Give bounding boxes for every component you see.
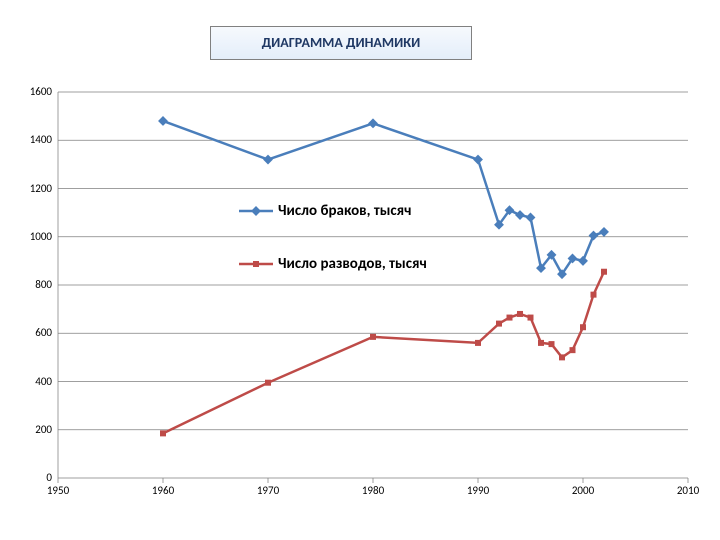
x-tick-label: 1950	[38, 484, 78, 497]
legend-label: Число разводов, тысяч	[278, 255, 427, 273]
x-tick-label: 2010	[668, 484, 708, 497]
y-tick-label: 200	[18, 423, 52, 436]
legend-item: Число браков, тысяч	[238, 202, 411, 220]
y-tick-label: 800	[18, 278, 52, 291]
legend-label: Число браков, тысяч	[278, 202, 411, 220]
x-tick-label: 2000	[563, 484, 603, 497]
y-tick-label: 0	[18, 471, 52, 484]
y-tick-label: 1200	[18, 182, 52, 195]
y-tick-label: 600	[18, 326, 52, 339]
x-tick-label: 1980	[353, 484, 393, 497]
y-tick-label: 1000	[18, 230, 52, 243]
y-tick-label: 1600	[18, 85, 52, 98]
x-tick-label: 1960	[143, 484, 183, 497]
x-tick-label: 1990	[458, 484, 498, 497]
y-tick-label: 400	[18, 375, 52, 388]
legend-item: Число разводов, тысяч	[238, 255, 427, 273]
x-tick-label: 1970	[248, 484, 288, 497]
y-tick-label: 1400	[18, 133, 52, 146]
